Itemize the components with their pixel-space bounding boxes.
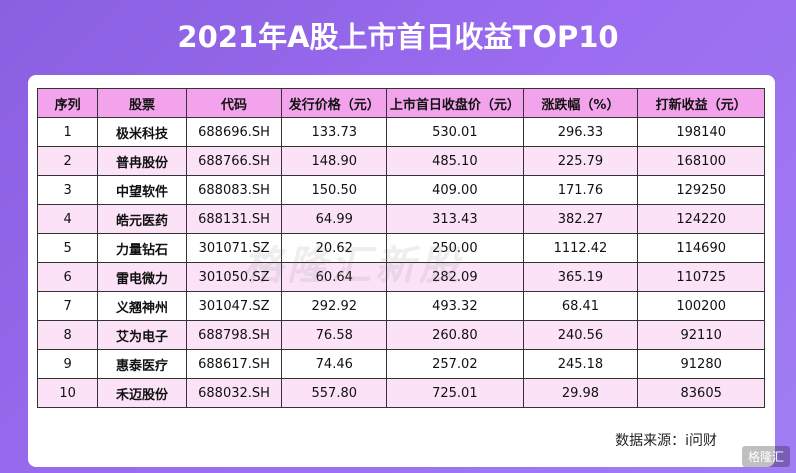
table-cell: 20.62: [281, 233, 388, 263]
table-row: 1 极米科技 688696.SH 133.73 530.01 296.33 198140: [36, 117, 765, 147]
table: 序列 股票 代码 发行价格（元） 上市首日收盘价（元） 涨跌幅（%） 打新收益（元） 1 极米科…: [36, 88, 765, 408]
table-cell: 688083.SH: [185, 175, 283, 205]
column-header: 发行价格（元）: [281, 88, 388, 118]
table-cell: 1112.42: [522, 233, 639, 263]
table-cell: 301050.SZ: [185, 262, 283, 292]
table-cell: 艾为电子: [97, 320, 187, 350]
table-cell: 10: [36, 378, 99, 408]
table-cell: 301047.SZ: [185, 291, 283, 321]
table-cell: 83605: [637, 378, 765, 408]
table-cell: 皓元医药: [97, 204, 187, 234]
table-row: 3 中望软件 688083.SH 150.50 409.00 171.76 129250: [36, 175, 765, 205]
table-cell: 148.90: [281, 146, 388, 176]
table-cell: 91280: [637, 349, 765, 379]
table-cell: 1: [36, 117, 99, 147]
column-header: 打新收益（元）: [637, 88, 765, 118]
table-cell: 92110: [637, 320, 765, 350]
table-cell: 257.02: [386, 349, 524, 379]
table-cell: 雷电微力: [97, 262, 187, 292]
table-row: 4 皓元医药 688131.SH 64.99 313.43 382.27 124220: [36, 204, 765, 234]
table-cell: 4: [36, 204, 99, 234]
table-cell: 225.79: [522, 146, 639, 176]
column-header: 股票: [97, 88, 187, 118]
table-cell: 义翘神州: [97, 291, 187, 321]
source: 数据来源：i问财: [615, 433, 717, 449]
table-cell: 2: [36, 146, 99, 176]
table-cell: 282.09: [386, 262, 524, 292]
table-cell: 110725: [637, 262, 765, 292]
table-row: 5 力量钻石 301071.SZ 20.62 250.00 1112.42 114690: [36, 233, 765, 263]
table-row: 9 惠泰医疗 688617.SH 74.46 257.02 245.18 91280: [36, 349, 765, 379]
column-header: 序列: [36, 88, 99, 118]
table-cell: 惠泰医疗: [97, 349, 187, 379]
table-cell: 禾迈股份: [97, 378, 187, 408]
table-cell: 9: [36, 349, 99, 379]
table-cell: 409.00: [386, 175, 524, 205]
table-cell: 245.18: [522, 349, 639, 379]
watermark: 格隆汇新股: [243, 243, 463, 289]
table-cell: 688131.SH: [185, 204, 283, 234]
table-cell: 296.33: [522, 117, 639, 147]
table-cell: 8: [36, 320, 99, 350]
table-cell: 198140: [637, 117, 765, 147]
table-cell: 76.58: [281, 320, 388, 350]
table-row: 2 普冉股份 688766.SH 148.90 485.10 225.79 168100: [36, 146, 765, 176]
table-cell: 100200: [637, 291, 765, 321]
table-cell: 129250: [637, 175, 765, 205]
table-cell: 485.10: [386, 146, 524, 176]
table-cell: 124220: [637, 204, 765, 234]
title: 2021年A股上市首日收益TOP10: [177, 20, 619, 54]
table-cell: 极米科技: [97, 117, 187, 147]
table-cell: 5: [36, 233, 99, 263]
table-cell: 中望软件: [97, 175, 187, 205]
table-cell: 688617.SH: [185, 349, 283, 379]
table-cell: 171.76: [522, 175, 639, 205]
table-cell: 493.32: [386, 291, 524, 321]
table-row: 8 艾为电子 688798.SH 76.58 260.80 240.56 92110: [36, 320, 765, 350]
table-row: 6 雷电微力 301050.SZ 60.64 282.09 365.19 110725: [36, 262, 765, 292]
table-cell: 29.98: [522, 378, 639, 408]
table-cell: 313.43: [386, 204, 524, 234]
table-cell: 725.01: [386, 378, 524, 408]
table-cell: 688766.SH: [185, 146, 283, 176]
table-cell: 68.41: [522, 291, 639, 321]
column-header: 上市首日收盘价（元）: [386, 88, 524, 118]
logo: 格隆汇: [741, 446, 790, 467]
header-row: 序列 股票 代码 发行价格（元） 上市首日收盘价（元） 涨跌幅（%） 打新收益（元）: [36, 88, 765, 118]
table-cell: 力量钻石: [97, 233, 187, 263]
table-row: 10 禾迈股份 688032.SH 557.80 725.01 29.98 83605: [36, 378, 765, 408]
table-cell: 150.50: [281, 175, 388, 205]
table-cell: 557.80: [281, 378, 388, 408]
table-cell: 133.73: [281, 117, 388, 147]
table-cell: 7: [36, 291, 99, 321]
table-cell: 530.01: [386, 117, 524, 147]
table-cell: 688032.SH: [185, 378, 283, 408]
table-cell: 382.27: [522, 204, 639, 234]
table-cell: 292.92: [281, 291, 388, 321]
table-cell: 74.46: [281, 349, 388, 379]
panel: 序列 股票 代码 发行价格（元） 上市首日收盘价（元） 涨跌幅（%） 打新收益（元） 1 极米科…: [28, 75, 775, 467]
table-cell: 6: [36, 262, 99, 292]
table-cell: 240.56: [522, 320, 639, 350]
table-row: 7 义翘神州 301047.SZ 292.92 493.32 68.41 100200: [36, 291, 765, 321]
table-cell: 普冉股份: [97, 146, 187, 176]
table-cell: 168100: [637, 146, 765, 176]
table-cell: 3: [36, 175, 99, 205]
table-cell: 64.99: [281, 204, 388, 234]
table-cell: 688798.SH: [185, 320, 283, 350]
table-cell: 688696.SH: [185, 117, 283, 147]
table-cell: 114690: [637, 233, 765, 263]
table-cell: 301071.SZ: [185, 233, 283, 263]
table-cell: 260.80: [386, 320, 524, 350]
column-header: 代码: [185, 88, 283, 118]
table-cell: 365.19: [522, 262, 639, 292]
column-header: 涨跌幅（%）: [522, 88, 639, 118]
